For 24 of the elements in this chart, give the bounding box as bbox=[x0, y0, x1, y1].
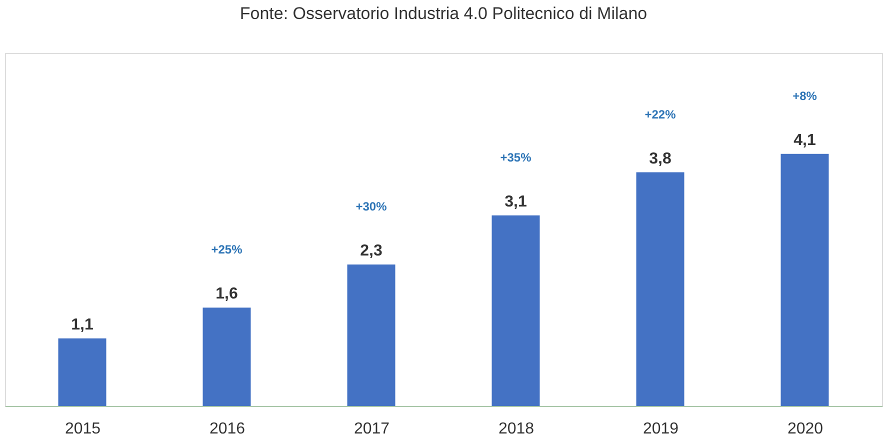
annotation: +25% bbox=[211, 242, 243, 257]
bar bbox=[636, 172, 684, 406]
text: +8% bbox=[792, 88, 818, 103]
x-tick-label: 2020 bbox=[787, 420, 824, 438]
text: +22% bbox=[644, 107, 676, 122]
bar bbox=[780, 154, 829, 406]
data-label: 4,1 bbox=[794, 132, 816, 149]
bar bbox=[492, 215, 540, 406]
chart-title: Fonte: Osservatorio Industria 4.0 Politecnico di Milano bbox=[240, 4, 648, 23]
bar bbox=[58, 338, 106, 406]
x-tick-label: 2018 bbox=[498, 420, 534, 438]
x-tick-label: 2017 bbox=[354, 420, 390, 438]
annotation: +30% bbox=[356, 200, 388, 214]
annotation: +35% bbox=[500, 150, 532, 164]
data-label: 3,8 bbox=[649, 150, 672, 168]
data-label: 3,1 bbox=[504, 193, 527, 210]
x-tick-label: 2019 bbox=[642, 420, 679, 438]
data-label: 2,3 bbox=[360, 242, 382, 260]
bar bbox=[202, 308, 251, 406]
data-label: 1,6 bbox=[216, 286, 238, 303]
x-tick-label: 2016 bbox=[209, 420, 246, 438]
x-tick-label: 2015 bbox=[64, 420, 101, 438]
bar bbox=[347, 264, 396, 406]
data-label: 1,1 bbox=[71, 316, 94, 334]
